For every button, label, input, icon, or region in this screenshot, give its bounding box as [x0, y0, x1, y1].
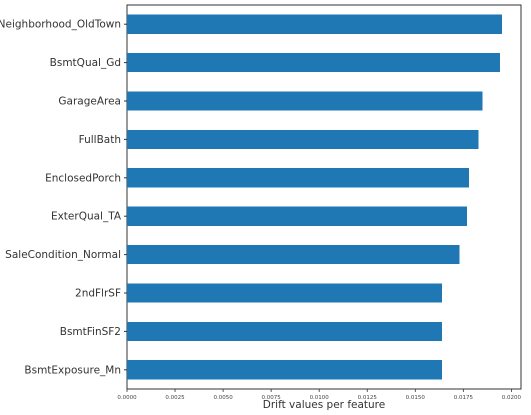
- bar-neighborhood-oldtown: [127, 14, 502, 34]
- bar-2ndflrsf: [127, 283, 443, 303]
- x-tick-label: 0.0175: [454, 395, 474, 401]
- y-tick-label: EnclosedPorch: [45, 172, 121, 184]
- y-tick-label: 2ndFlrSF: [75, 288, 121, 300]
- y-tick-label: GarageArea: [58, 96, 121, 108]
- x-tick-label: 0.0100: [310, 395, 330, 401]
- bar-bsmtfinsf2: [127, 321, 443, 341]
- x-tick-label: 0.0025: [165, 395, 185, 401]
- x-axis-title: Drift values per feature: [263, 399, 385, 411]
- bar-garagearea: [127, 91, 483, 111]
- x-tick-label: 0.0000: [117, 395, 137, 401]
- x-tick-label: 0.0125: [358, 395, 378, 401]
- x-tick-label: 0.0075: [262, 395, 282, 401]
- bar-bsmtqual-gd: [127, 53, 500, 73]
- y-tick-label: Neighborhood_OldTown: [0, 19, 121, 31]
- y-tick-label: ExterQual_TA: [51, 211, 122, 223]
- y-tick-label: SaleCondition_Normal: [5, 249, 121, 261]
- y-tick-label: BsmtFinSF2: [60, 326, 121, 338]
- bar-exterqual-ta: [127, 206, 468, 226]
- bar-salecondition-normal: [127, 245, 460, 265]
- x-tick-label: 0.0200: [502, 395, 522, 401]
- bar-fullbath: [127, 129, 479, 149]
- y-tick-label: BsmtQual_Gd: [50, 57, 121, 69]
- bar-bsmtexposure-mn: [127, 360, 443, 380]
- y-tick-label: FullBath: [79, 134, 121, 146]
- x-tick-label: 0.0150: [406, 395, 426, 401]
- x-tick-label: 0.0050: [213, 395, 233, 401]
- bar-enclosedporch: [127, 168, 470, 188]
- y-tick-label: BsmtExposure_Mn: [24, 364, 121, 376]
